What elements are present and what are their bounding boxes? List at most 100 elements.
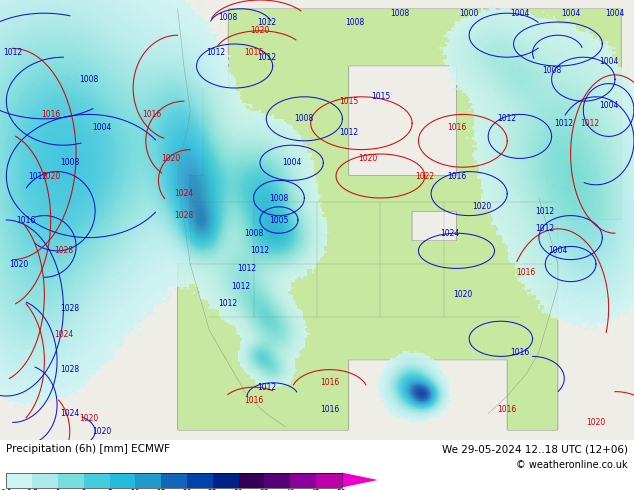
- Text: 45: 45: [311, 489, 321, 490]
- Text: 1012: 1012: [257, 53, 276, 62]
- Bar: [58, 472, 84, 488]
- Text: 1008: 1008: [295, 114, 314, 123]
- Text: 1012: 1012: [536, 224, 555, 233]
- Bar: [316, 472, 342, 488]
- Text: 1004: 1004: [605, 9, 624, 18]
- Text: 1016: 1016: [320, 405, 339, 414]
- Bar: [161, 472, 187, 488]
- Text: 1016: 1016: [143, 110, 162, 119]
- Bar: [6, 472, 342, 488]
- Text: 1008: 1008: [60, 158, 79, 167]
- Text: 1024: 1024: [60, 409, 79, 418]
- Text: 1012: 1012: [231, 282, 250, 291]
- Text: 1012: 1012: [339, 127, 358, 137]
- Bar: [110, 472, 135, 488]
- Text: 1004: 1004: [510, 9, 529, 18]
- Text: 1020: 1020: [250, 26, 269, 35]
- Text: 30: 30: [234, 489, 243, 490]
- Text: 1024: 1024: [54, 330, 73, 339]
- Text: 1012: 1012: [206, 49, 225, 57]
- Text: 1004: 1004: [599, 101, 618, 110]
- Text: 5: 5: [107, 489, 112, 490]
- Text: We 29-05-2024 12..18 UTC (12+06): We 29-05-2024 12..18 UTC (12+06): [442, 444, 628, 454]
- Text: 1012: 1012: [257, 383, 276, 392]
- Text: 1020: 1020: [162, 154, 181, 163]
- Text: 1020: 1020: [79, 414, 98, 422]
- Text: 1: 1: [56, 489, 60, 490]
- Text: 1016: 1016: [498, 405, 517, 414]
- Text: 1012: 1012: [257, 18, 276, 26]
- Text: 1015: 1015: [339, 97, 358, 106]
- Text: 1012: 1012: [536, 207, 555, 216]
- Text: 1008: 1008: [542, 66, 561, 75]
- Text: 1004: 1004: [548, 246, 567, 255]
- Text: 1024: 1024: [174, 189, 193, 198]
- Text: 1020: 1020: [453, 290, 472, 299]
- Text: 1005: 1005: [269, 216, 288, 224]
- Text: 1012: 1012: [498, 114, 517, 123]
- Text: 1016: 1016: [320, 378, 339, 387]
- Bar: [238, 472, 264, 488]
- Text: 1016: 1016: [244, 49, 263, 57]
- Text: 1015: 1015: [371, 92, 390, 101]
- Text: 2: 2: [81, 489, 86, 490]
- Text: 1008: 1008: [79, 74, 98, 84]
- Text: 1020: 1020: [586, 418, 605, 427]
- Text: 1012: 1012: [250, 246, 269, 255]
- Bar: [264, 472, 290, 488]
- Text: 1016: 1016: [244, 396, 263, 405]
- Bar: [6, 472, 32, 488]
- Text: 1020: 1020: [358, 154, 377, 163]
- Bar: [135, 472, 161, 488]
- Text: 1012: 1012: [3, 49, 22, 57]
- Text: 1028: 1028: [60, 365, 79, 374]
- Text: 1016: 1016: [41, 110, 60, 119]
- Text: 20: 20: [182, 489, 191, 490]
- Text: 1004: 1004: [561, 9, 580, 18]
- Text: 15: 15: [157, 489, 166, 490]
- Text: 1020: 1020: [92, 427, 111, 436]
- Text: 1016: 1016: [510, 347, 529, 357]
- Text: 1028: 1028: [174, 211, 193, 220]
- Text: 1004: 1004: [92, 123, 111, 132]
- Text: 1016: 1016: [447, 123, 466, 132]
- Text: 40: 40: [285, 489, 295, 490]
- Text: 1012: 1012: [580, 119, 599, 128]
- Text: 1008: 1008: [269, 194, 288, 202]
- Text: 1024: 1024: [441, 229, 460, 238]
- Bar: [290, 472, 316, 488]
- Text: 25: 25: [208, 489, 217, 490]
- Text: 1012: 1012: [29, 172, 48, 180]
- Text: 1004: 1004: [282, 158, 301, 167]
- Text: 1020: 1020: [10, 260, 29, 269]
- Text: 1016: 1016: [447, 172, 466, 180]
- Bar: [187, 472, 213, 488]
- Text: © weatheronline.co.uk: © weatheronline.co.uk: [516, 460, 628, 470]
- Text: 1022: 1022: [415, 172, 434, 180]
- Text: 1028: 1028: [54, 246, 73, 255]
- Bar: [213, 472, 238, 488]
- Text: 1020: 1020: [41, 172, 60, 180]
- Polygon shape: [342, 472, 378, 488]
- Text: 1028: 1028: [60, 303, 79, 313]
- Text: 1008: 1008: [219, 13, 238, 22]
- Text: 1008: 1008: [390, 9, 409, 18]
- Text: 35: 35: [259, 489, 269, 490]
- Bar: [84, 472, 110, 488]
- Text: 1016: 1016: [517, 269, 536, 277]
- Bar: [32, 472, 58, 488]
- Text: 1016: 1016: [16, 216, 35, 224]
- Text: Precipitation (6h) [mm] ECMWF: Precipitation (6h) [mm] ECMWF: [6, 444, 171, 454]
- Text: 1012: 1012: [555, 119, 574, 128]
- Text: 50: 50: [337, 489, 347, 490]
- Text: 1008: 1008: [346, 18, 365, 26]
- Text: 0.5: 0.5: [26, 489, 38, 490]
- Text: 1008: 1008: [244, 229, 263, 238]
- Text: 10: 10: [131, 489, 140, 490]
- Text: 1012: 1012: [219, 299, 238, 308]
- Text: 1004: 1004: [599, 57, 618, 66]
- Text: 1020: 1020: [472, 202, 491, 211]
- Text: 0.1: 0.1: [1, 489, 12, 490]
- Text: 1000: 1000: [460, 9, 479, 18]
- Text: 1012: 1012: [238, 264, 257, 273]
